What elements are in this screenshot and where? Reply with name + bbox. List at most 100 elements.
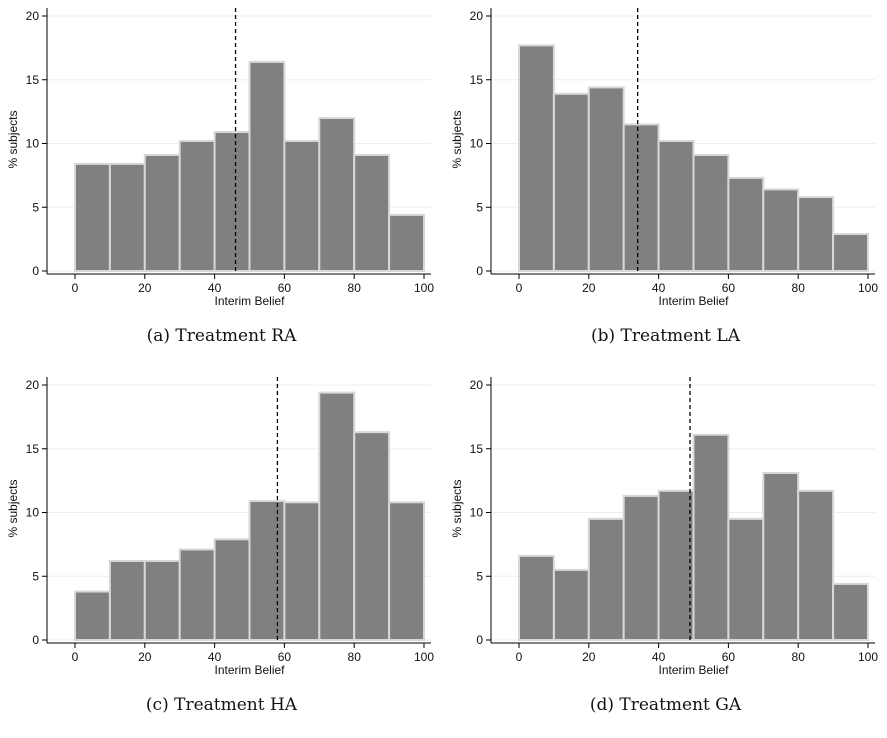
y-tick-label: 20 bbox=[470, 9, 484, 23]
y-tick-label: 15 bbox=[26, 442, 40, 456]
histogram-bar bbox=[518, 44, 555, 273]
histogram-bar bbox=[318, 391, 356, 642]
histogram-c: 0 5 10 15 20 0 20 40 60 80 100 Interim Belief % subj… bbox=[6, 377, 434, 677]
histogram-bar bbox=[178, 548, 216, 642]
panel-b: 0 5 10 15 20 0 20 40 60 80 100 Interim Belief % subj… bbox=[444, 0, 887, 369]
histogram-bar bbox=[518, 554, 555, 642]
x-tick-label: 100 bbox=[858, 650, 878, 664]
histogram-bar bbox=[74, 590, 111, 642]
histogram-bar bbox=[692, 153, 730, 273]
y-tick-label: 10 bbox=[470, 506, 484, 520]
histogram-bar bbox=[74, 162, 111, 272]
x-tick-label: 80 bbox=[792, 650, 806, 664]
x-tick-label: 60 bbox=[722, 281, 736, 295]
caption-b: (b) Treatment LA bbox=[591, 326, 740, 346]
y-tick-label: 20 bbox=[26, 378, 40, 392]
x-tick-label: 60 bbox=[722, 650, 736, 664]
y-tick-label: 5 bbox=[476, 569, 483, 583]
x-tick-label: 0 bbox=[72, 281, 79, 295]
histogram-bar bbox=[657, 139, 695, 272]
y-tick-label: 10 bbox=[470, 137, 484, 151]
histogram-bar bbox=[622, 123, 660, 272]
x-tick-label: 80 bbox=[792, 281, 806, 295]
histogram-bar bbox=[318, 117, 356, 272]
x-tick-label: 100 bbox=[858, 281, 878, 295]
histogram-bar bbox=[108, 559, 146, 641]
panel-d: 0 5 10 15 20 0 20 40 60 80 100 Interim Belief % subj… bbox=[444, 369, 887, 738]
histogram-bar bbox=[832, 233, 870, 272]
histogram-bar bbox=[213, 538, 251, 641]
x-tick-label: 0 bbox=[516, 281, 523, 295]
histogram-bar bbox=[657, 489, 695, 641]
y-tick-label: 0 bbox=[32, 633, 39, 647]
histogram-bar bbox=[143, 153, 181, 273]
x-tick-label: 40 bbox=[208, 281, 222, 295]
histogram-bar bbox=[587, 517, 625, 641]
x-tick-label: 100 bbox=[414, 650, 434, 664]
caption-c: (c) Treatment HA bbox=[145, 695, 298, 715]
x-axis-title: Interim Belief bbox=[658, 663, 729, 677]
y-axis-title: % subjects bbox=[6, 110, 20, 168]
histogram-bar bbox=[178, 139, 216, 272]
y-tick-label: 0 bbox=[476, 633, 483, 647]
y-tick-label: 0 bbox=[476, 264, 483, 278]
histogram-bar bbox=[727, 176, 765, 272]
y-tick-label: 5 bbox=[476, 200, 483, 214]
x-axis-title: Interim Belief bbox=[214, 663, 285, 677]
x-tick-label: 100 bbox=[414, 281, 434, 295]
x-tick-label: 20 bbox=[138, 281, 152, 295]
histogram-bar bbox=[587, 86, 625, 273]
y-axis-title: % subjects bbox=[450, 479, 464, 537]
x-tick-label: 20 bbox=[138, 650, 152, 664]
y-tick-label: 10 bbox=[26, 137, 40, 151]
y-tick-label: 15 bbox=[470, 73, 484, 87]
y-tick-label: 0 bbox=[32, 264, 39, 278]
histogram-bar bbox=[388, 501, 426, 641]
y-tick-label: 15 bbox=[470, 442, 484, 456]
caption-d: (d) Treatment GA bbox=[589, 695, 742, 715]
x-tick-label: 60 bbox=[278, 281, 292, 295]
histogram-bar bbox=[622, 494, 660, 641]
caption-a: (a) Treatment RA bbox=[146, 326, 297, 346]
x-tick-label: 40 bbox=[208, 650, 222, 664]
histogram-b: 0 5 10 15 20 0 20 40 60 80 100 Interim Belief % subj… bbox=[450, 8, 878, 308]
x-tick-label: 60 bbox=[278, 650, 292, 664]
x-tick-label: 0 bbox=[516, 650, 523, 664]
x-tick-label: 40 bbox=[652, 281, 666, 295]
histogram-bar bbox=[248, 60, 286, 273]
histogram-bar bbox=[248, 500, 286, 641]
x-tick-label: 20 bbox=[582, 281, 596, 295]
y-tick-label: 20 bbox=[26, 9, 40, 23]
histogram-bar bbox=[353, 431, 391, 641]
histogram-bar bbox=[797, 489, 835, 641]
x-tick-label: 80 bbox=[348, 650, 362, 664]
x-tick-label: 0 bbox=[72, 650, 79, 664]
x-tick-label: 20 bbox=[582, 650, 596, 664]
x-tick-label: 80 bbox=[348, 281, 362, 295]
y-axis-title: % subjects bbox=[6, 479, 20, 537]
histogram-bar bbox=[727, 517, 765, 641]
histogram-bar bbox=[692, 433, 730, 641]
histogram-bar bbox=[108, 162, 146, 272]
histogram-bar bbox=[552, 568, 590, 641]
x-axis-title: Interim Belief bbox=[214, 294, 285, 308]
y-tick-label: 5 bbox=[32, 569, 39, 583]
histogram-bar bbox=[143, 559, 181, 641]
histogram-bar bbox=[552, 92, 590, 273]
histogram-d: 0 5 10 15 20 0 20 40 60 80 100 Interim Belief % subj… bbox=[450, 377, 878, 677]
histogram-bar bbox=[388, 213, 426, 272]
histogram-bar bbox=[283, 501, 321, 641]
histogram-bar bbox=[832, 582, 870, 641]
histogram-bar bbox=[353, 153, 391, 273]
panel-c: 0 5 10 15 20 0 20 40 60 80 100 Interim Belief % subj… bbox=[0, 369, 443, 738]
histogram-bar bbox=[762, 188, 800, 272]
y-tick-label: 20 bbox=[470, 378, 484, 392]
histogram-a: 0 5 10 15 20 0 20 40 60 80 100 Interim Belief % subj… bbox=[6, 8, 434, 308]
histogram-bar bbox=[762, 471, 800, 641]
y-tick-label: 5 bbox=[32, 200, 39, 214]
y-axis-title: % subjects bbox=[450, 110, 464, 168]
histogram-bar bbox=[213, 131, 251, 272]
x-tick-label: 40 bbox=[652, 650, 666, 664]
y-tick-label: 15 bbox=[26, 73, 40, 87]
histogram-bar bbox=[283, 139, 321, 272]
